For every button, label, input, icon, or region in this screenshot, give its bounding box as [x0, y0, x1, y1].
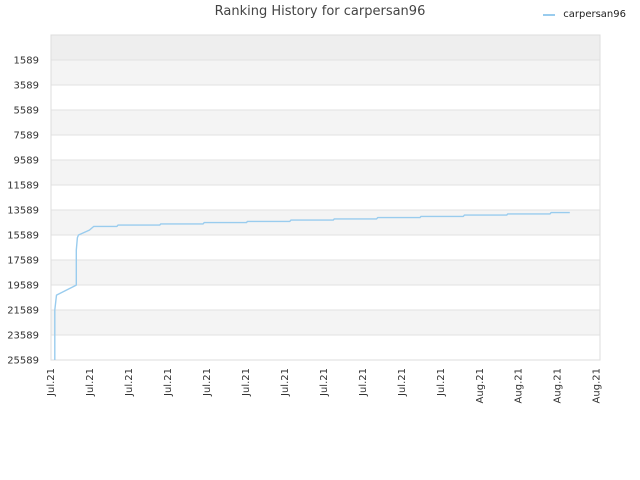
grid-band	[51, 285, 600, 310]
chart-title: Ranking History for carpersan96	[214, 4, 426, 19]
y-tick-label: 19589	[7, 281, 39, 292]
grid-band	[51, 260, 600, 285]
grid-band	[51, 85, 600, 110]
grid-band	[51, 335, 600, 360]
y-tick-label: 15589	[7, 231, 39, 242]
x-tick-label: Jul.21	[241, 368, 252, 397]
y-tick-label: 11589	[7, 181, 39, 192]
y-tick-label: 1589	[14, 56, 39, 67]
y-tick-label: 23589	[7, 331, 39, 342]
grid-band	[51, 160, 600, 185]
grid-band	[51, 185, 600, 210]
grid-band	[51, 35, 600, 60]
x-tick-label: Jul.21	[46, 368, 57, 397]
grid-band	[51, 235, 600, 260]
grid-band	[51, 135, 600, 160]
x-tick-label: Jul.21	[436, 368, 447, 397]
series-line	[54, 211, 570, 360]
x-tick-label: Jul.21	[397, 368, 408, 397]
y-tick-label: 3589	[14, 81, 39, 92]
grid-bands	[50, 34, 601, 361]
x-tick-label: Jul.21	[319, 368, 330, 397]
y-axis-ticks: 1589 3589 5589 7589 9589 11589 13589 15589 17589…	[7, 56, 39, 367]
series-lines	[54, 211, 570, 360]
x-tick-label: Aug.21	[514, 368, 525, 403]
legend-swatch	[543, 13, 556, 16]
x-tick-label: Aug.21	[553, 368, 564, 403]
grid-band	[51, 310, 600, 335]
x-tick-label: Aug.21	[592, 368, 603, 403]
y-tick-label: 21589	[7, 306, 39, 317]
x-tick-label: Aug.21	[475, 368, 486, 403]
y-tick-label: 25589	[7, 356, 39, 367]
y-tick-label: 13589	[7, 206, 39, 217]
x-tick-label: Jul.21	[124, 368, 135, 397]
x-tick-label: Jul.21	[85, 368, 96, 397]
x-tick-label: Jul.21	[280, 368, 291, 397]
y-tick-label: 7589	[14, 131, 39, 142]
y-tick-label: 9589	[14, 156, 39, 167]
legend-label: carpersan96	[563, 9, 626, 20]
grid-band	[51, 60, 600, 85]
x-tick-label: Jul.21	[202, 368, 213, 397]
plot-border	[50, 34, 601, 361]
x-tick-label: Jul.21	[358, 368, 369, 397]
x-tick-label: Jul.21	[163, 368, 174, 397]
chart-legend: carpersan96	[543, 9, 626, 20]
y-tick-label: 17589	[7, 256, 39, 267]
x-axis-ticks: Jul.21 Jul.21 Jul.21 Jul.21 Jul.21 Jul.21 Jul.…	[46, 368, 603, 403]
y-tick-label: 5589	[14, 106, 39, 117]
grid-band	[51, 110, 600, 135]
